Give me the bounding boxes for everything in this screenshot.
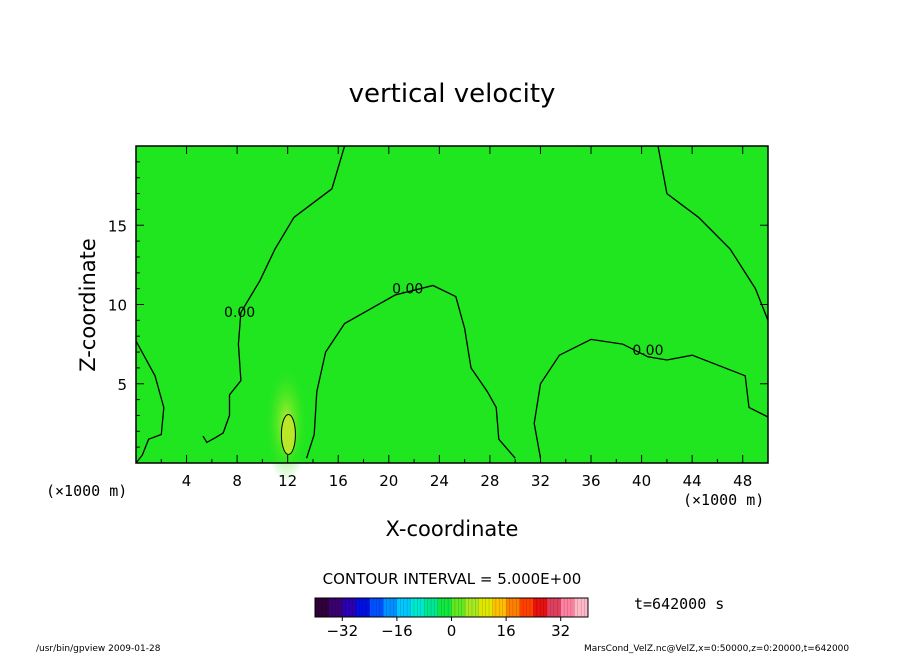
contour-left-tall-lobe <box>202 145 346 444</box>
contour-interval-text: CONTOUR INTERVAL = 5.000E+00 <box>323 570 582 588</box>
y-axis-label: Z-coordinate <box>76 238 100 372</box>
colorbar-segment <box>560 598 575 617</box>
x-tick-label: 32 <box>531 472 550 490</box>
contour-labels: 0.00 0.00 0.00 <box>224 281 663 359</box>
updraft-core-contour <box>280 413 296 455</box>
x-tick-label: 24 <box>430 472 449 490</box>
time-label: t=642000 s <box>634 595 724 613</box>
colorbar-segment <box>533 598 548 617</box>
colorbar-segment <box>315 598 330 617</box>
contour-left-edge <box>135 340 165 464</box>
colorbar-segment <box>478 598 493 617</box>
colorbar-segment <box>465 598 480 617</box>
zero-contours <box>135 145 769 464</box>
colorbar-tick-label: −32 <box>326 622 358 640</box>
contour-middle-lobe <box>305 284 516 459</box>
colorbar-segment <box>342 598 357 617</box>
colorbar-segment <box>519 598 534 617</box>
colorbar-ticks: −32 −16 0 16 32 <box>326 617 570 640</box>
contour-label: 0.00 <box>632 343 663 359</box>
colorbar-segment <box>492 598 507 617</box>
x-axis-label: X-coordinate <box>386 517 519 541</box>
velocity-field <box>136 146 768 463</box>
y-tick-label: 5 <box>117 376 127 394</box>
x-tick-label: 12 <box>278 472 297 490</box>
colorbar-segment <box>396 598 412 617</box>
x-unit-left: (×1000 m) <box>46 482 127 500</box>
x-tick-label: 44 <box>683 472 702 490</box>
colorbar-tick-label: 16 <box>497 622 516 640</box>
contour-label: 0.00 <box>224 305 255 321</box>
x-tick-label: 48 <box>733 472 752 490</box>
x-tick-label: 4 <box>182 472 192 490</box>
colorbar <box>314 598 589 617</box>
contour-label: 0.00 <box>392 281 423 297</box>
colorbar-segment <box>547 598 562 617</box>
colorbar-segment <box>506 598 521 617</box>
x-tick-label: 20 <box>379 472 398 490</box>
colorbar-segment <box>328 598 343 617</box>
y-axis-ticks: 5 10 15 <box>108 161 768 448</box>
contour-right-top <box>657 145 769 321</box>
footer-left: /usr/bin/gpview 2009-01-28 <box>36 644 161 654</box>
plot-area: 0.000.000.00 4 8 12 16 20 24 28 32 36 40 44 48 5101… <box>108 145 769 490</box>
y-tick-label: 15 <box>108 217 127 235</box>
colorbar-segment <box>383 598 398 617</box>
x-tick-label: 28 <box>480 472 499 490</box>
x-tick-label: 16 <box>329 472 348 490</box>
colorbar-segment <box>355 598 371 617</box>
colorbar-segment <box>574 598 589 617</box>
x-tick-label: 8 <box>232 472 242 490</box>
y-tick-label: 10 <box>108 297 127 315</box>
colorbar-segment <box>410 598 425 617</box>
colorbar-segment <box>424 598 439 617</box>
contour-right-lobe <box>533 338 769 459</box>
x-axis-ticks: 4 8 12 16 20 24 28 32 36 40 44 48 <box>160 146 752 490</box>
x-tick-label: 36 <box>581 472 600 490</box>
footer-right: MarsCond_VelZ.nc@VelZ,x=0:50000,z=0:2000… <box>584 644 849 654</box>
colorbar-tick-label: −16 <box>381 622 413 640</box>
colorbar-segment <box>369 598 384 617</box>
colorbar-tick-label: 0 <box>447 622 457 640</box>
colorbar-tick-label: 32 <box>551 622 570 640</box>
x-tick-label: 40 <box>632 472 651 490</box>
colorbar-segment <box>451 598 466 617</box>
x-unit-right: (×1000 m) <box>683 491 764 509</box>
colorbar-segment <box>437 598 452 617</box>
chart-title: vertical velocity <box>349 79 556 109</box>
